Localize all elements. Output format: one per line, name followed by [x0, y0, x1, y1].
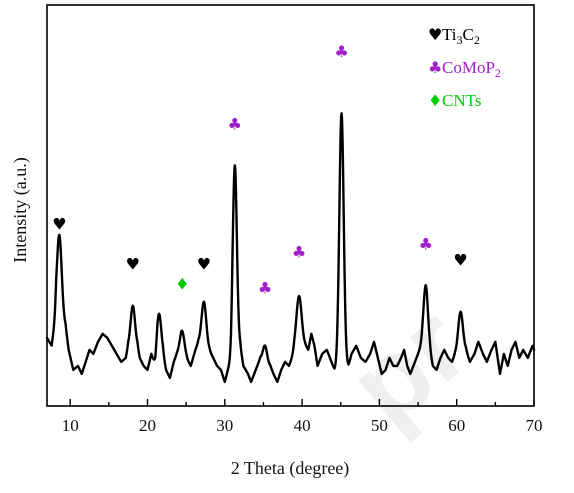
peak-marker-ti3c2-icon: ♥ [126, 255, 140, 274]
peak-marker-comop2-icon: ♣ [228, 114, 242, 133]
legend-symbol-icon: ♦ [428, 91, 442, 110]
y-axis-label: Intensity (a.u.) [10, 157, 31, 262]
legend-label: CNTs [442, 91, 481, 110]
x-tick-label: 20 [139, 416, 156, 435]
x-tick-label: 70 [526, 416, 543, 435]
peak-marker-cnts-icon: ♦ [175, 275, 189, 294]
x-axis: 10 20 30 40 50 60 70 [62, 399, 543, 435]
x-axis-label: 2 Theta (degree) [231, 458, 350, 479]
xrd-pattern-line [45, 112, 536, 384]
peak-marker-comop2-icon: ♣ [334, 42, 348, 61]
x-tick-label: 10 [62, 416, 79, 435]
peak-marker-ti3c2-icon: ♥ [453, 251, 467, 270]
marker-layer: ♥ ♥ ♦ ♥ ♣ ♣ ♣ ♣ ♣ ♥ [52, 42, 468, 298]
legend-symbol-icon: ♥ [428, 25, 442, 44]
legend-label: CoMoP2 [442, 58, 501, 80]
peak-marker-comop2-icon: ♣ [258, 279, 272, 298]
x-tick-label: 30 [216, 416, 233, 435]
x-tick-label: 40 [294, 416, 311, 435]
peak-marker-comop2-icon: ♣ [419, 235, 433, 254]
x-tick-label: 50 [371, 416, 388, 435]
plot-frame [46, 4, 535, 407]
x-tick-label: 60 [448, 416, 465, 435]
peak-marker-ti3c2-icon: ♥ [197, 255, 211, 274]
legend-label: Ti3C2 [442, 25, 480, 47]
legend-symbol-icon: ♣ [428, 58, 442, 77]
peak-marker-ti3c2-icon: ♥ [52, 215, 66, 234]
legend: ♥ Ti3C2♣ CoMoP2♦ CNTs [428, 25, 501, 110]
peak-marker-comop2-icon: ♣ [292, 243, 306, 262]
curve-layer [45, 112, 536, 384]
